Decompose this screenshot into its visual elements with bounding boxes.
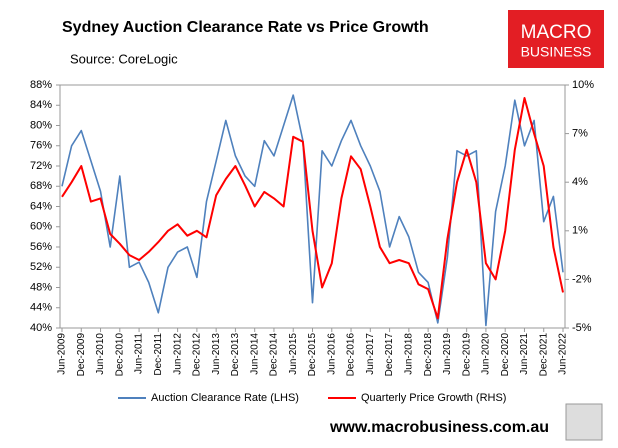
x-tick-label: Jun-2017 bbox=[365, 333, 376, 375]
x-tick-label: Jun-2018 bbox=[403, 333, 414, 375]
x-tick-label: Jun-2010 bbox=[95, 333, 106, 375]
legend-label: Quarterly Price Growth (RHS) bbox=[361, 392, 506, 404]
y-tick-label: 84% bbox=[30, 99, 52, 111]
x-tick-label: Jun-2022 bbox=[558, 333, 569, 375]
y2-tick-label: 10% bbox=[572, 79, 594, 91]
y2-tick-label: 1% bbox=[572, 225, 588, 237]
x-tick-label: Dec-2009 bbox=[76, 333, 87, 377]
x-tick-label: Jun-2016 bbox=[326, 333, 337, 375]
y-tick-label: 76% bbox=[30, 140, 52, 152]
x-tick-label: Jun-2020 bbox=[481, 333, 492, 375]
chart-subtitle: Source: CoreLogic bbox=[70, 51, 178, 66]
logo-line1: MACRO bbox=[521, 22, 592, 43]
footer-url: www.macrobusiness.com.au bbox=[329, 419, 549, 436]
y2-tick-label: -5% bbox=[572, 322, 592, 334]
y-tick-label: 64% bbox=[30, 200, 52, 212]
chart-title: Sydney Auction Clearance Rate vs Price G… bbox=[62, 19, 429, 36]
series-line bbox=[61, 97, 564, 320]
y-tick-label: 68% bbox=[30, 180, 52, 192]
y-tick-label: 60% bbox=[30, 221, 52, 233]
y2-tick-label: -2% bbox=[572, 273, 592, 285]
x-tick-label: Jun-2009 bbox=[57, 333, 68, 375]
wolf-icon bbox=[565, 403, 603, 441]
y-tick-label: 40% bbox=[30, 322, 52, 334]
x-tick-label: Dec-2021 bbox=[538, 333, 549, 377]
x-tick-label: Jun-2015 bbox=[288, 333, 299, 375]
x-tick-label: Dec-2020 bbox=[500, 333, 511, 377]
y-tick-label: 80% bbox=[30, 119, 52, 131]
x-tick-label: Dec-2010 bbox=[114, 333, 125, 377]
logo-box bbox=[508, 10, 604, 68]
y-tick-label: 88% bbox=[30, 79, 52, 91]
x-tick-label: Dec-2011 bbox=[153, 333, 164, 376]
legend-label: Auction Clearance Rate (LHS) bbox=[151, 392, 299, 404]
y-tick-label: 72% bbox=[30, 160, 52, 172]
y2-tick-label: 7% bbox=[572, 128, 588, 140]
y-tick-label: 48% bbox=[30, 281, 52, 293]
y-tick-label: 56% bbox=[30, 241, 52, 253]
logo-line2: BUSINESS bbox=[521, 44, 592, 60]
x-tick-label: Jun-2013 bbox=[211, 333, 222, 375]
y-tick-label: 44% bbox=[30, 302, 52, 314]
x-tick-label: Dec-2018 bbox=[423, 333, 434, 377]
x-tick-label: Dec-2017 bbox=[384, 333, 395, 377]
y-tick-label: 52% bbox=[30, 261, 52, 273]
x-tick-label: Dec-2014 bbox=[269, 333, 280, 377]
x-tick-label: Jun-2011 bbox=[134, 333, 145, 374]
x-tick-label: Dec-2015 bbox=[307, 333, 318, 377]
y2-tick-label: 4% bbox=[572, 176, 588, 188]
x-tick-label: Dec-2019 bbox=[461, 333, 472, 377]
x-tick-label: Jun-2021 bbox=[519, 333, 530, 375]
x-tick-label: Dec-2016 bbox=[346, 333, 357, 377]
x-tick-label: Dec-2012 bbox=[192, 333, 203, 377]
x-tick-label: Jun-2019 bbox=[442, 333, 453, 375]
x-tick-label: Dec-2013 bbox=[230, 333, 241, 377]
x-tick-label: Jun-2012 bbox=[172, 333, 183, 375]
x-tick-label: Jun-2014 bbox=[249, 333, 260, 375]
